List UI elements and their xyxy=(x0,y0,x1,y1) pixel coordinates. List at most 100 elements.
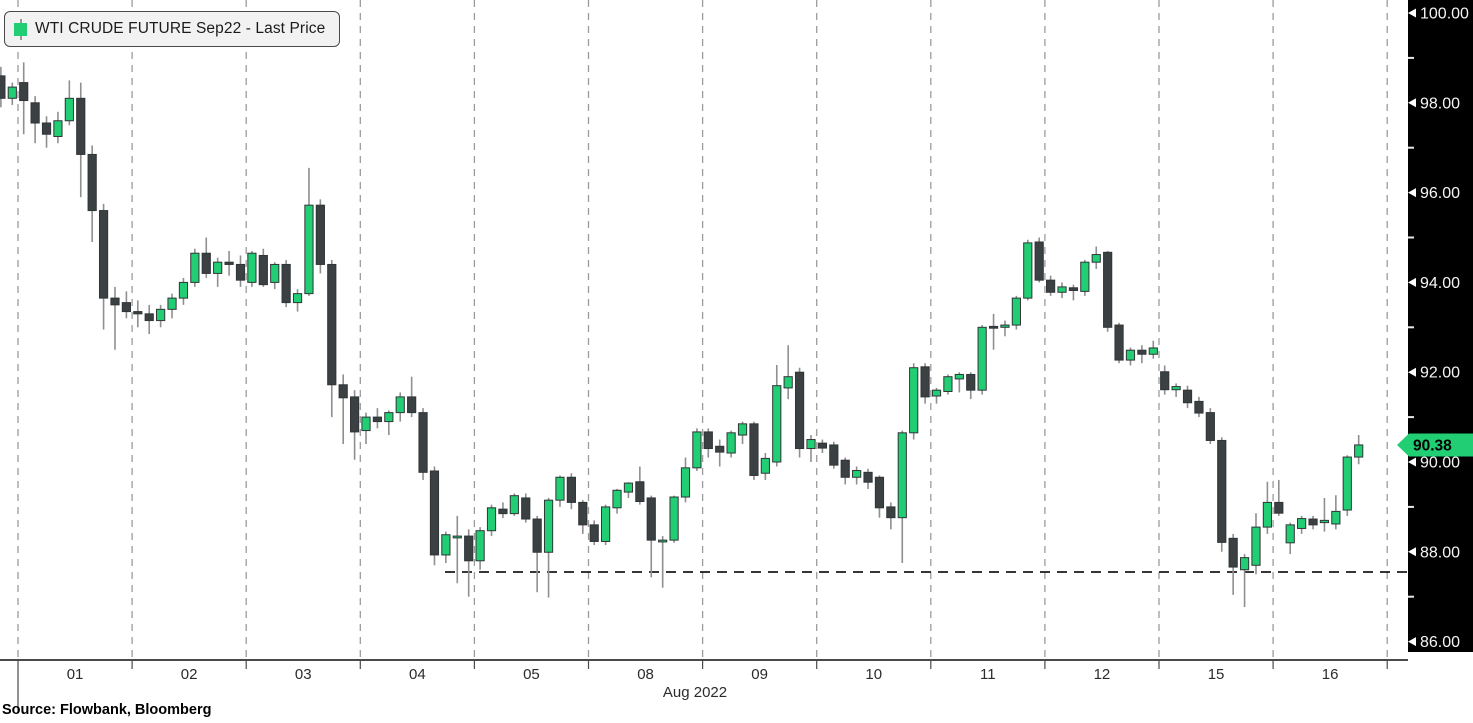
y-tick-label: 96.00 xyxy=(1420,185,1460,202)
candle xyxy=(589,520,599,546)
candle xyxy=(133,300,143,328)
last-price-badge-shape xyxy=(1397,433,1473,457)
candle-body-down xyxy=(988,325,999,329)
candle-body-down xyxy=(566,476,576,503)
y-tick-label: 100.00 xyxy=(1420,6,1469,23)
candle-body-down xyxy=(1068,287,1079,291)
candle xyxy=(144,304,154,335)
candle-body-up xyxy=(64,97,74,122)
candle xyxy=(178,277,189,305)
candle xyxy=(167,293,177,319)
candle-body-down xyxy=(703,431,713,450)
candle xyxy=(509,493,519,516)
legend-candle-icon xyxy=(14,18,27,40)
candle-body-down xyxy=(110,297,120,306)
last-price-value: 90.38 xyxy=(1413,437,1452,454)
candle-body-up xyxy=(361,416,371,432)
candle xyxy=(726,430,736,458)
candle xyxy=(327,259,337,418)
x-tick-label: 08 xyxy=(637,666,654,683)
candle-body-down xyxy=(349,396,360,433)
candle xyxy=(966,372,976,400)
candle xyxy=(1114,322,1124,364)
candle xyxy=(737,421,748,445)
candle-body-down xyxy=(521,497,531,520)
candle xyxy=(623,482,634,498)
candle xyxy=(794,367,805,458)
candle-body-down xyxy=(874,476,885,509)
x-tick-label: 09 xyxy=(751,666,768,683)
candle xyxy=(384,410,394,436)
candle xyxy=(1023,239,1033,301)
candle-body-down xyxy=(840,459,850,478)
candle xyxy=(0,66,6,108)
candle xyxy=(475,527,485,570)
candle-body-up xyxy=(1057,286,1067,293)
candle-body-down xyxy=(1114,324,1124,361)
candle xyxy=(407,376,417,418)
candle xyxy=(418,408,428,480)
candle xyxy=(1171,383,1181,397)
candle-body-up xyxy=(852,470,862,478)
candle-body-down xyxy=(464,535,474,562)
candle xyxy=(1205,408,1215,445)
candle-body-up xyxy=(1285,524,1295,544)
candle-body-down xyxy=(589,524,599,542)
candle xyxy=(635,466,645,505)
candle-body-down xyxy=(1217,439,1227,543)
candle xyxy=(110,286,120,350)
x-tick-label: 16 xyxy=(1322,666,1339,683)
candle-body-up xyxy=(1297,518,1307,529)
candle-body-up xyxy=(395,396,405,414)
candle xyxy=(646,495,656,578)
y-axis-minor-tick xyxy=(1408,236,1414,239)
candle-body-down xyxy=(1205,412,1215,441)
candle-body-up xyxy=(1000,324,1010,328)
candle xyxy=(292,289,303,312)
candle xyxy=(806,435,816,462)
y-axis-minor-tick xyxy=(1408,326,1414,329)
candle xyxy=(429,466,440,566)
series-legend[interactable]: WTI CRUDE FUTURE Sep22 - Last Price xyxy=(4,11,341,47)
y-axis-minor-tick xyxy=(1408,146,1414,149)
y-axis-tick-arrow xyxy=(1408,367,1416,377)
candle xyxy=(1160,365,1170,395)
series-legend-label: WTI CRUDE FUTURE Sep22 - Last Price xyxy=(35,20,326,37)
candle xyxy=(201,237,211,278)
candle xyxy=(1091,246,1101,269)
x-tick-label: 11 xyxy=(980,666,996,683)
candle xyxy=(338,374,348,445)
candle xyxy=(601,504,611,546)
candle-body-up xyxy=(1091,254,1101,263)
candle xyxy=(1331,495,1341,530)
candle xyxy=(1239,554,1250,608)
candle xyxy=(87,145,97,242)
candle xyxy=(395,392,405,422)
candle xyxy=(692,428,702,471)
candle xyxy=(852,466,862,485)
candle xyxy=(270,262,280,290)
candle xyxy=(897,430,907,564)
candle xyxy=(41,116,52,148)
candle xyxy=(578,500,588,534)
candle xyxy=(1068,284,1079,301)
candle-body-down xyxy=(0,75,6,99)
candle-body-up xyxy=(623,482,634,493)
candle-body-down xyxy=(30,102,40,124)
candle-body-down xyxy=(1034,241,1044,281)
candle-body-down xyxy=(1228,537,1238,568)
y-axis-tick-arrow xyxy=(1408,8,1416,18)
candle-body-up xyxy=(384,412,394,423)
candle xyxy=(1251,513,1261,575)
candle-body-up xyxy=(441,534,451,556)
candle xyxy=(909,363,919,440)
candle-body-up xyxy=(292,293,303,304)
candle-body-up xyxy=(737,423,748,436)
candle-body-down xyxy=(635,481,645,503)
candle xyxy=(1103,250,1113,332)
y-tick-label: 86.00 xyxy=(1420,634,1460,651)
candle xyxy=(76,82,86,198)
candle-body-down xyxy=(224,261,234,265)
